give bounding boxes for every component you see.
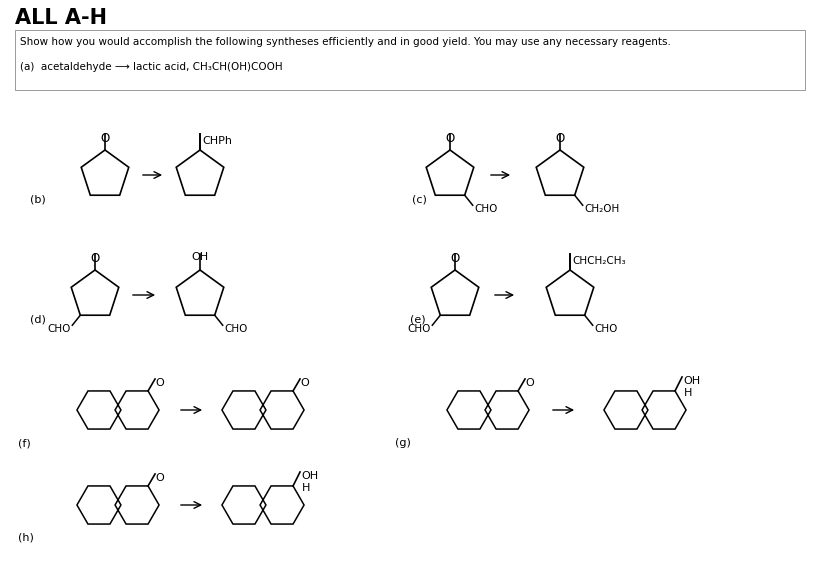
Text: OH: OH [301, 471, 318, 481]
Text: (d): (d) [30, 315, 45, 325]
Text: O: O [155, 473, 164, 483]
Text: O: O [90, 252, 99, 265]
Text: CHO: CHO [594, 324, 617, 334]
Text: O: O [299, 378, 308, 388]
Text: (g): (g) [394, 438, 410, 448]
Text: CH₂OH: CH₂OH [584, 204, 619, 214]
Text: (h): (h) [18, 533, 34, 543]
Text: (f): (f) [18, 438, 31, 448]
Text: O: O [524, 378, 533, 388]
Text: OH: OH [682, 376, 700, 386]
Text: Show how you would accomplish the following syntheses efficiently and in good yi: Show how you would accomplish the follow… [20, 37, 670, 47]
Text: CHO: CHO [47, 324, 70, 334]
Text: H: H [683, 388, 691, 398]
Text: CHCH₂CH₃: CHCH₂CH₃ [571, 256, 625, 266]
FancyBboxPatch shape [15, 30, 804, 90]
Text: ALL A-H: ALL A-H [15, 8, 107, 28]
Text: OH: OH [191, 252, 208, 262]
Text: (e): (e) [409, 315, 425, 325]
Text: (a)  acetaldehyde ⟶ lactic acid, CH₃CH(OH)COOH: (a) acetaldehyde ⟶ lactic acid, CH₃CH(OH… [20, 62, 282, 72]
Text: H: H [302, 483, 310, 493]
Text: O: O [155, 378, 164, 388]
Text: CHO: CHO [224, 324, 248, 334]
Text: O: O [555, 132, 564, 145]
Text: CHO: CHO [406, 324, 430, 334]
Text: (c): (c) [412, 195, 427, 205]
Text: (b): (b) [30, 195, 45, 205]
Text: CHPh: CHPh [202, 136, 232, 146]
Text: O: O [100, 132, 109, 145]
Text: CHO: CHO [474, 204, 498, 214]
Text: O: O [450, 252, 459, 265]
Text: O: O [445, 132, 454, 145]
